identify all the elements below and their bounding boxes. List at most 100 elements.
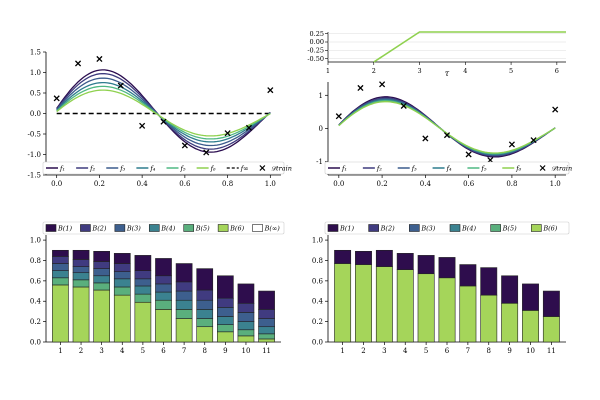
bar-segment-B1 xyxy=(542,290,560,317)
x-tick-label: 4 xyxy=(463,67,467,75)
marker-stroke xyxy=(508,141,515,148)
x-tick-label: 0.0 xyxy=(51,180,62,188)
x-tick-label: 0.4 xyxy=(137,180,149,188)
series-line-f5 xyxy=(56,85,271,140)
bar-segment-B3 xyxy=(93,268,110,277)
legend-swatch xyxy=(148,224,160,232)
bar-segment-B6 xyxy=(113,294,131,343)
line-panel-top-left: -1.5 -1.0 -0.5 0.0 0.5 1.0 1.5 0.0 0.2 0.4 0.6 0.8 1… xyxy=(28,49,292,189)
bar-segment-B4 xyxy=(52,270,69,279)
legend-swatch xyxy=(114,224,126,232)
legend-swatch xyxy=(531,224,542,232)
bar-segment-B4 xyxy=(155,291,172,301)
marker-stroke xyxy=(224,130,231,137)
legend-swatch xyxy=(80,224,91,232)
bar-segment-B6 xyxy=(542,316,560,343)
inset-panel: 0.250.00-0.25-0.501 2 3 4 5 6 τ xyxy=(307,30,566,78)
x-tick-label: 3 xyxy=(382,347,386,355)
legend-label: B(6) xyxy=(542,225,557,233)
bar-segment-B6 xyxy=(237,335,255,343)
x-tick-label: 1 xyxy=(326,67,330,75)
legend-swatch xyxy=(252,224,263,232)
series-line-f6 xyxy=(56,89,271,137)
marker-stroke xyxy=(267,87,274,94)
train-point-marker xyxy=(357,84,364,92)
y-tick-label: 1.0 xyxy=(30,237,41,245)
legend-label: B(5) xyxy=(195,225,210,233)
train-point-marker xyxy=(267,87,274,94)
bar-segment-B2 xyxy=(155,275,172,285)
x-tick-label: 8 xyxy=(487,347,491,355)
bar-segment-B1 xyxy=(237,283,255,304)
y-tick-label: -1.5 xyxy=(28,172,42,180)
y-tick-label: 1.5 xyxy=(30,49,41,57)
train-point-marker xyxy=(224,130,231,137)
x-tick-label: 0.0 xyxy=(333,180,344,188)
x-tick-label: 1 xyxy=(340,347,344,355)
x-tick-label: 6 xyxy=(161,347,166,355)
legend: f₁ f₂ f₃ f₄ f₅ f₆ f∞ 𝒟train xyxy=(42,161,292,175)
legend-label: f₅ xyxy=(480,165,486,173)
y-tick-label: 0.8 xyxy=(312,257,323,265)
bar-segment-B3 xyxy=(134,278,152,287)
y-tick-label: 0.2 xyxy=(312,318,323,326)
bar-segment-B6 xyxy=(258,338,275,343)
marker-stroke xyxy=(53,95,60,102)
marker-stroke xyxy=(465,151,472,158)
legend-label: B(∞) xyxy=(264,225,281,233)
marker-stroke xyxy=(245,124,253,131)
y-tick-label: 0.0 xyxy=(312,339,323,347)
legend-label: f₆ xyxy=(210,165,216,173)
x-tick-label: 5 xyxy=(509,67,513,75)
legend-swatch xyxy=(368,224,379,232)
train-point-marker xyxy=(203,149,210,156)
legend-label: B(2) xyxy=(91,225,106,233)
bar-segment-B3 xyxy=(258,318,275,328)
legend-swatch xyxy=(449,224,461,232)
y-tick-label: 0.25 xyxy=(310,30,324,38)
bar-segment-B6 xyxy=(480,294,498,343)
x-tick-label: 9 xyxy=(507,347,511,355)
legend-swatch xyxy=(490,224,501,232)
bar-segment-B4 xyxy=(72,272,90,281)
bar-segment-B1 xyxy=(375,249,393,267)
legend-label: f₁ xyxy=(59,165,65,173)
bar-segment-B3 xyxy=(155,283,172,293)
bar-segment-B6 xyxy=(396,269,414,343)
train-point-marker xyxy=(96,55,103,63)
legend-label: B(1) xyxy=(57,225,72,233)
x-axis-label: τ xyxy=(445,69,450,78)
train-point-marker xyxy=(379,81,386,88)
legend-label: B(2) xyxy=(380,225,395,233)
bar-segment-B1 xyxy=(334,249,352,264)
bar-segment-B4 xyxy=(134,285,152,295)
bar-segment-B2 xyxy=(52,256,69,264)
bar-segment-B5 xyxy=(52,277,69,286)
x-tick-label: 6 xyxy=(555,67,559,75)
marker-stroke xyxy=(181,142,188,149)
train-point-marker xyxy=(552,106,559,113)
bar-segment-B5 xyxy=(155,299,172,310)
legend-swatch xyxy=(183,224,195,232)
bar-segment-B2 xyxy=(196,289,214,301)
bar-segment-B1 xyxy=(196,268,214,291)
bar-segment-B6 xyxy=(72,286,90,343)
bar-segment-B3 xyxy=(237,312,255,322)
marker-stroke xyxy=(335,113,342,120)
bar-segment-B1 xyxy=(258,290,275,310)
bar-segment-B6 xyxy=(438,277,456,343)
y-tick-label: 1.0 xyxy=(312,237,323,245)
x-tick-label: 1.0 xyxy=(265,180,276,188)
x-tick-label: 10 xyxy=(526,347,535,355)
y-tick-label: 0.00 xyxy=(310,38,324,46)
bar-segment-B3 xyxy=(113,271,131,280)
y-tick-label: 0.8 xyxy=(30,257,41,265)
bar-segment-B1 xyxy=(355,251,372,265)
y-tick-label: 0.4 xyxy=(312,298,324,306)
x-tick-label: 5 xyxy=(424,347,428,355)
y-tick-label: 0.6 xyxy=(30,277,42,285)
legend-label: 𝒟train xyxy=(271,165,292,173)
legend-label: f₃ xyxy=(411,165,417,173)
bar-panel-bottom-left: 0.00.20.40.60.81.01 2 3 4 5 6 7 8 9 10 11B(1) B(2) B… xyxy=(30,221,285,355)
legend-label: f₃ xyxy=(119,165,125,173)
